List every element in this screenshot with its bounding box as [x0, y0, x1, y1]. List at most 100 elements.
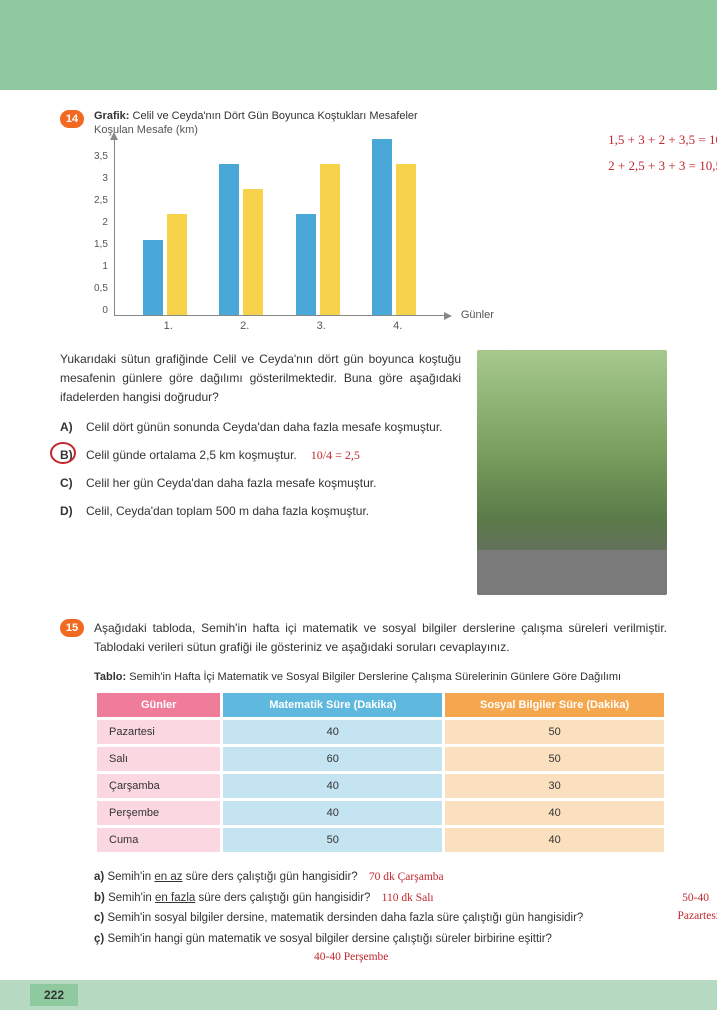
x-label: 1.	[164, 320, 173, 332]
cell-day: Pazartesi	[97, 720, 220, 744]
table-title-prefix: Tablo:	[94, 671, 126, 683]
plot-area: Günler	[114, 140, 444, 316]
th-gunler: Günler	[97, 693, 220, 717]
handwriting-sum1: 1,5 + 3 + 2 + 3,5 = 10	[608, 132, 717, 148]
y-tick: 0,5	[94, 272, 108, 294]
bar	[320, 164, 340, 315]
th-sos: Sosyal Bilgiler Süre (Dakika)	[445, 693, 664, 717]
table-row: Perşembe4040	[97, 801, 664, 825]
cell-mat: 40	[223, 774, 442, 798]
option-a-label: A)	[60, 418, 78, 436]
bar-groups	[115, 140, 444, 315]
q14-body: Yukarıdaki sütun grafiğinde Celil ve Cey…	[60, 350, 667, 595]
option-c-text: Celil her gün Ceyda'dan daha fazla mesaf…	[86, 474, 376, 492]
bar	[296, 214, 316, 315]
cell-sos: 50	[445, 747, 664, 771]
sub-b-u: en fazla	[155, 892, 195, 904]
bar	[143, 240, 163, 315]
page: 14 Grafik: Celil ve Ceyda'nın Dört Gün B…	[0, 0, 717, 1010]
handwriting-b: 10/4 = 2,5	[311, 446, 360, 464]
sub-a-t1: Semih'in	[107, 871, 154, 883]
sub-c-text: Semih'in sosyal bilgiler dersine, matema…	[107, 912, 583, 924]
table-row: Çarşamba4030	[97, 774, 664, 798]
sub-b-t2: süre ders çalıştığı gün hangisidir?	[195, 892, 370, 904]
bar	[396, 164, 416, 315]
chart-title: Grafik: Celil ve Ceyda'nın Dört Gün Boyu…	[94, 110, 667, 122]
option-a-text: Celil dört günün sonunda Ceyda'dan daha …	[86, 418, 443, 436]
chart-title-text: Celil ve Ceyda'nın Dört Gün Boyunca Koşt…	[133, 110, 418, 122]
q14-options: A) Celil dört günün sonunda Ceyda'dan da…	[60, 418, 461, 520]
bar	[167, 214, 187, 315]
y-axis: 00,511,522,533,5	[94, 140, 114, 316]
y-tick: 2,5	[94, 184, 108, 206]
cell-day: Salı	[97, 747, 220, 771]
table-row: Pazartesi4050	[97, 720, 664, 744]
sub-c-label: c)	[94, 912, 104, 924]
cell-mat: 40	[223, 801, 442, 825]
page-number: 222	[30, 984, 78, 1006]
q14-badge: 14	[60, 110, 84, 128]
table-row: Salı6050	[97, 747, 664, 771]
cell-sos: 30	[445, 774, 664, 798]
header-band	[0, 0, 717, 90]
bar-group	[372, 139, 416, 315]
question-15: 15 Aşağıdaki tabloda, Semih'in hafta içi…	[60, 619, 667, 950]
cell-sos: 40	[445, 801, 664, 825]
x-axis-label: Günler	[461, 309, 494, 321]
sub-d-text: Semih'in hangi gün matematik ve sosyal b…	[107, 933, 552, 945]
sub-b-label: b)	[94, 892, 105, 904]
cell-sos: 50	[445, 720, 664, 744]
handwriting-sum2: 2 + 2,5 + 3 + 3 = 10,5	[608, 158, 717, 174]
cell-sos: 40	[445, 828, 664, 852]
bar-chart: 00,511,522,533,5 Günler Celil	[94, 140, 667, 316]
hand-a: 70 dk Çarşamba	[369, 871, 444, 883]
th-mat: Matematik Süre (Dakika)	[223, 693, 442, 717]
x-label: 4.	[393, 320, 402, 332]
q14-text-col: Yukarıdaki sütun grafiğinde Celil ve Cey…	[60, 350, 461, 595]
arrow-right-icon	[444, 312, 452, 320]
option-c-label: C)	[60, 474, 78, 492]
cell-mat: 40	[223, 720, 442, 744]
sub-a-t2: süre ders çalıştığı gün hangisidir?	[183, 871, 358, 883]
y-tick: 1,5	[94, 228, 108, 250]
q15-intro: Aşağıdaki tabloda, Semih'in hafta içi ma…	[94, 619, 667, 657]
y-axis-label: Koşulan Mesafe (km)	[94, 124, 667, 136]
sub-b-t1: Semih'in	[108, 892, 155, 904]
sub-c: c) Semih'in sosyal bilgiler dersine, mat…	[94, 908, 667, 929]
q14-question: Yukarıdaki sütun grafiğinde Celil ve Cey…	[60, 350, 461, 408]
footer: 222	[0, 980, 717, 1010]
bar-group	[219, 164, 263, 315]
cell-day: Cuma	[97, 828, 220, 852]
y-tick: 3	[102, 162, 108, 184]
cell-mat: 50	[223, 828, 442, 852]
sub-questions: a) Semih'in en az süre ders çalıştığı gü…	[94, 867, 667, 950]
cell-day: Perşembe	[97, 801, 220, 825]
tbody: Pazartesi4050Salı6050Çarşamba4030Perşemb…	[97, 720, 664, 852]
bar	[219, 164, 239, 315]
y-tick: 2	[102, 206, 108, 228]
circled-answer-icon	[50, 442, 76, 464]
study-table: Günler Matematik Süre (Dakika) Sosyal Bi…	[94, 690, 667, 855]
table-title: Tablo: Semih'in Hafta İçi Matematik ve S…	[94, 669, 667, 686]
option-c: C) Celil her gün Ceyda'dan daha fazla me…	[60, 474, 461, 492]
option-b: B) Celil günde ortalama 2,5 km koşmuştur…	[60, 446, 461, 464]
hand-b: 110 dk Salı	[382, 892, 434, 904]
x-labels: 1. 2. 3. 4.	[118, 320, 448, 332]
table-title-text: Semih'in Hafta İçi Matematik ve Sosyal B…	[129, 671, 621, 683]
bar	[243, 189, 263, 315]
sub-d-label: ç)	[94, 933, 104, 945]
option-d-label: D)	[60, 502, 78, 520]
chart-title-prefix: Grafik:	[94, 110, 129, 122]
y-tick: 3,5	[94, 140, 108, 162]
y-tick: 1	[102, 250, 108, 272]
hand-d: 40-40 Perşembe	[314, 947, 388, 968]
bar-group	[296, 164, 340, 315]
option-b-text: Celil günde ortalama 2,5 km koşmuştur.	[86, 446, 297, 464]
bar	[372, 139, 392, 315]
option-d-text: Celil, Ceyda'dan toplam 500 m daha fazla…	[86, 502, 369, 520]
bar-group	[143, 214, 187, 315]
cell-mat: 60	[223, 747, 442, 771]
table-row: Cuma5040	[97, 828, 664, 852]
x-label: 2.	[240, 320, 249, 332]
x-label: 3.	[317, 320, 326, 332]
